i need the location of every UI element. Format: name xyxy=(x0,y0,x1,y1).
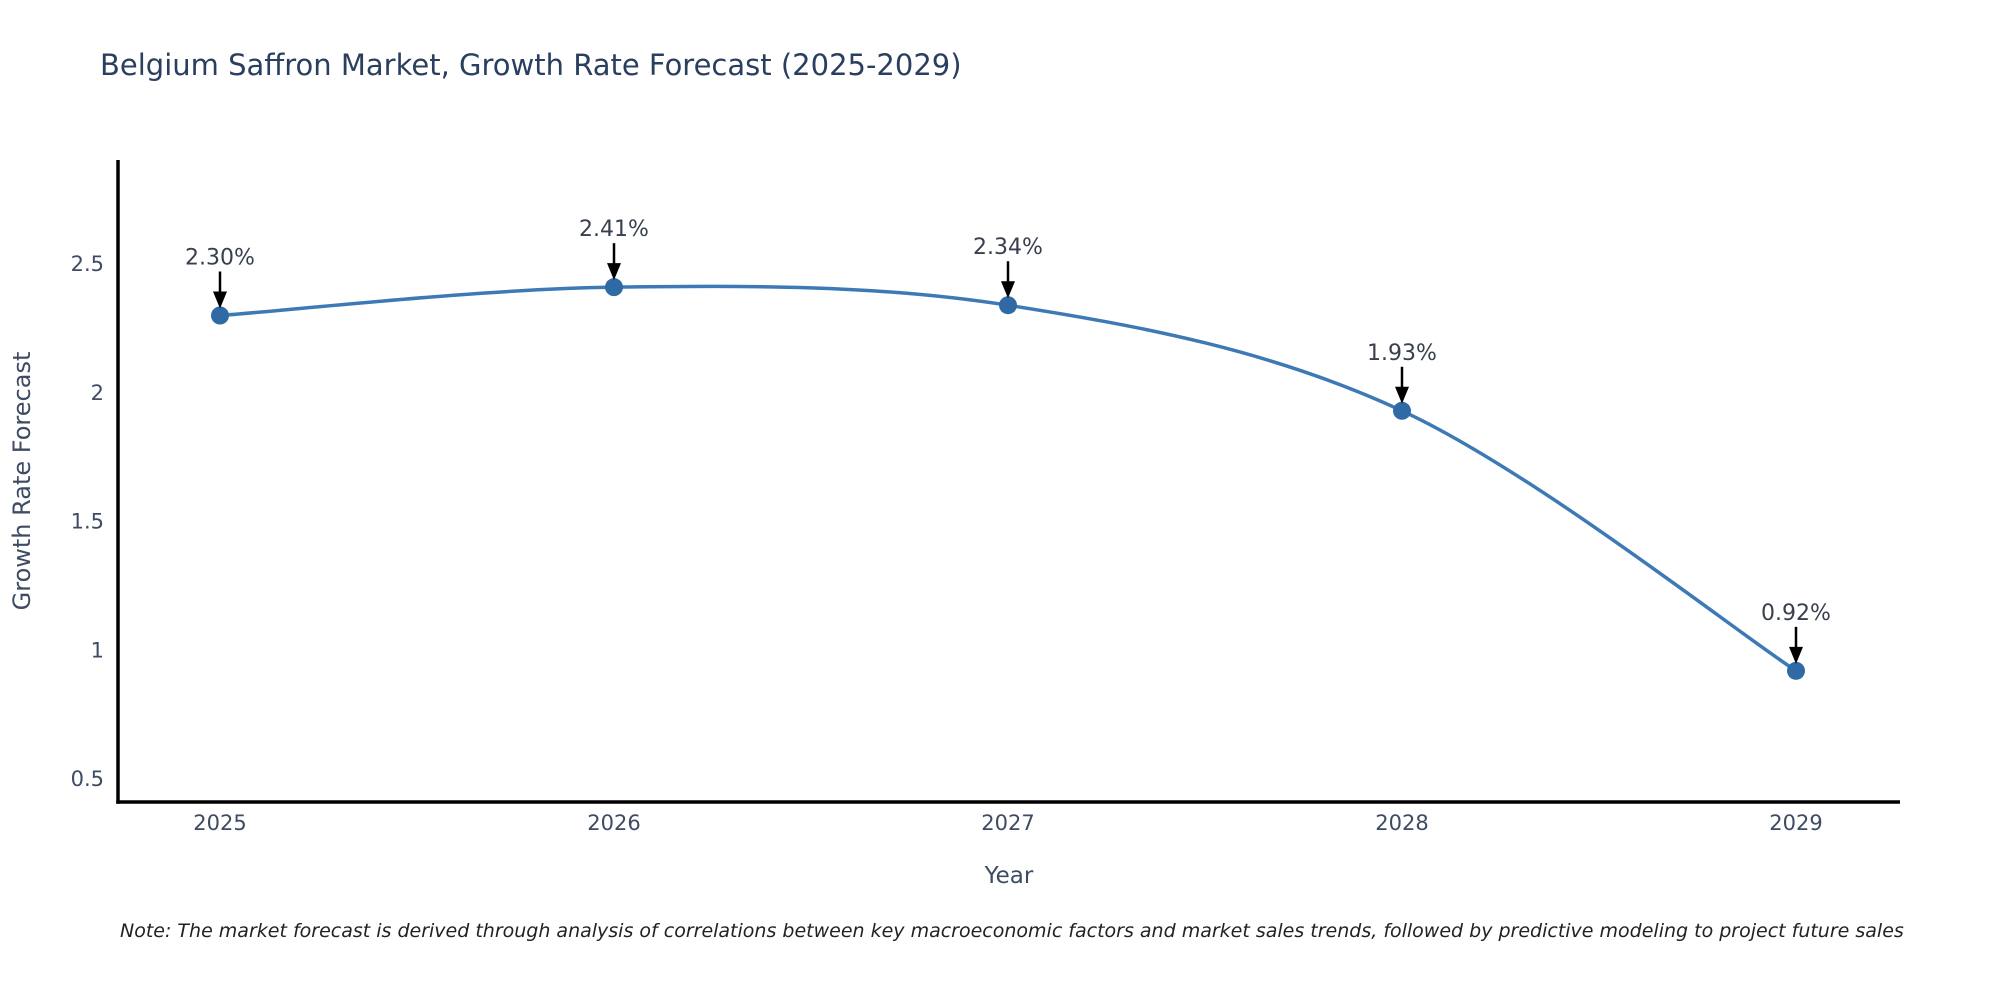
x-tick-label: 2026 xyxy=(587,811,640,835)
data-point-marker[interactable] xyxy=(1393,401,1411,420)
data-point-label: 2.41% xyxy=(579,217,649,242)
data-point-marker[interactable] xyxy=(605,278,623,297)
footnote: Note: The market forecast is derived thr… xyxy=(120,920,1904,942)
x-tick-label: 2025 xyxy=(193,811,246,835)
y-tick-label: 1 xyxy=(91,638,104,662)
data-point-marker[interactable] xyxy=(1787,661,1805,680)
data-point-marker[interactable] xyxy=(211,306,229,325)
x-tick-label: 2028 xyxy=(1375,811,1428,835)
data-point-label: 2.34% xyxy=(973,235,1043,260)
x-tick-label: 2029 xyxy=(1769,811,1822,835)
annotation-arrow-head xyxy=(213,291,227,309)
data-point-label: 2.30% xyxy=(185,246,255,271)
annotation-arrow-head xyxy=(1001,281,1015,299)
annotation-arrow-head xyxy=(607,263,621,281)
y-tick-label: 0.5 xyxy=(71,767,104,791)
data-point-marker[interactable] xyxy=(999,296,1017,315)
x-axis-title: Year xyxy=(984,863,1034,889)
series-line xyxy=(218,284,1798,673)
x-tick-label: 2027 xyxy=(981,811,1034,835)
y-tick-label: 1.5 xyxy=(71,510,104,534)
y-tick-label: 2.5 xyxy=(71,252,104,276)
y-axis-title: Growth Rate Forecast xyxy=(8,352,36,611)
data-point-label: 0.92% xyxy=(1761,601,1831,626)
annotation-arrow-head xyxy=(1789,646,1803,664)
chart-title: Belgium Saffron Market, Growth Rate Fore… xyxy=(100,48,962,82)
data-point-label: 1.93% xyxy=(1367,341,1437,366)
y-tick-label: 2 xyxy=(91,381,104,405)
annotation-arrow-head xyxy=(1395,386,1409,404)
